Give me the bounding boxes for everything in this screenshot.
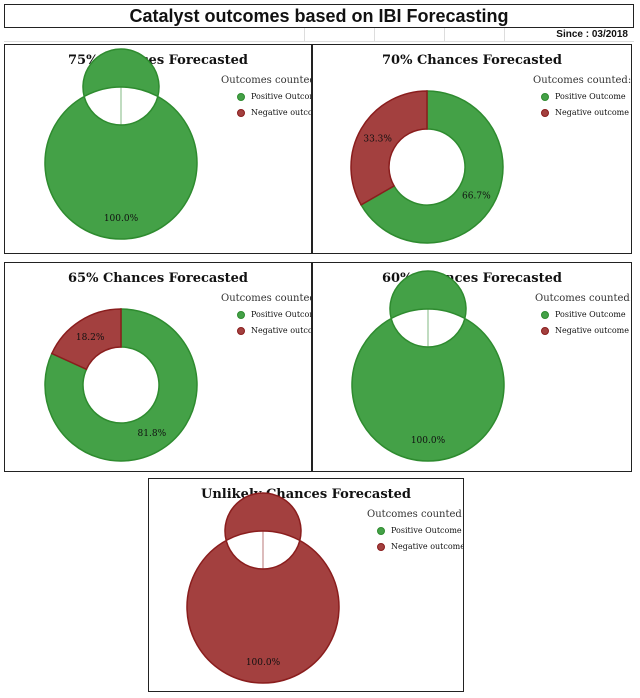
positive-dot-icon xyxy=(237,310,245,319)
slice-label-negative: 100.0% xyxy=(246,658,281,668)
outcomes-count: Outcomes counted: 22 xyxy=(221,293,311,304)
donut-slice-positive xyxy=(44,48,198,240)
chart-panel-unlikely: Unlikely Chances Forecasted Outcomes cou… xyxy=(148,478,464,692)
legend-positive-label: Positive Outcome xyxy=(555,92,626,101)
header-grid-line xyxy=(304,28,305,42)
slice-label-positive: 100.0% xyxy=(104,214,139,224)
positive-dot-icon xyxy=(541,92,549,101)
legend-negative-label: Negative outcome xyxy=(555,326,629,335)
donut-slice-positive xyxy=(360,90,504,244)
legend-negative-label: Negative outcome xyxy=(555,108,629,117)
donut-chart: 66.7% 33.3% xyxy=(350,90,504,244)
report-title: Catalyst outcomes based on IBI Forecasti… xyxy=(129,6,509,26)
legend-positive: Positive Outcome xyxy=(237,310,311,319)
legend-positive: Positive Outcome xyxy=(377,526,462,535)
donut-slice-negative xyxy=(186,492,340,684)
chart-title: 70% Chances Forecasted xyxy=(381,53,562,68)
donut-chart: 81.8% 18.2% xyxy=(44,308,198,462)
donut-slice-positive xyxy=(44,308,198,462)
legend-negative-label: Negative outcome xyxy=(251,326,312,335)
positive-dot-icon xyxy=(377,526,385,535)
donut-chart: 100.0% xyxy=(351,270,505,462)
legend-positive-label: Positive Outcome xyxy=(391,526,462,535)
since-row: Since : 03/2018 xyxy=(4,28,634,42)
slice-label-positive: 100.0% xyxy=(411,436,446,446)
donut-chart: 100.0% xyxy=(44,48,198,240)
positive-dot-icon xyxy=(237,92,245,101)
donut-slice-positive xyxy=(351,270,505,462)
legend-negative: Negative outcome xyxy=(237,326,312,335)
donut-slice-negative xyxy=(350,90,428,206)
legend-positive-label: Positive Outcome xyxy=(251,92,311,101)
legend-positive: Positive Outcome xyxy=(541,310,626,319)
chart-panel-75: 75% Chances Forecasted Outcomes counted:… xyxy=(4,44,312,254)
legend-positive-label: Positive Outcome xyxy=(251,310,311,319)
since-date: Since : 03/2018 xyxy=(556,29,628,40)
chart-title: 65% Chances Forecasted xyxy=(67,271,248,286)
slice-label-positive: 81.8% xyxy=(138,429,167,439)
negative-dot-icon xyxy=(377,542,385,551)
legend-negative: Negative outcome xyxy=(541,108,629,117)
negative-dot-icon xyxy=(237,326,245,335)
outcomes-count: Outcomes counted: 15 xyxy=(221,75,311,86)
legend-negative: Negative outcome xyxy=(237,108,312,117)
outcomes-count: Outcomes counted: 9 xyxy=(533,75,632,86)
outcomes-count: Outcomes counted: 3 xyxy=(535,293,632,304)
legend-negative-label: Negative outcome xyxy=(391,542,464,551)
legend-positive-label: Positive Outcome xyxy=(555,310,626,319)
negative-dot-icon xyxy=(541,326,549,335)
legend-negative: Negative outcome xyxy=(541,326,629,335)
slice-label-negative: 18.2% xyxy=(76,333,105,343)
header-grid-line xyxy=(374,28,375,42)
negative-dot-icon xyxy=(237,108,245,117)
chart-panel-65: 65% Chances Forecasted Outcomes counted:… xyxy=(4,262,312,472)
legend-positive: Positive Outcome xyxy=(541,92,626,101)
chart-panel-70: 70% Chances Forecasted Outcomes counted:… xyxy=(312,44,632,254)
donut-slice-negative xyxy=(50,308,122,371)
positive-dot-icon xyxy=(541,310,549,319)
header-grid-line xyxy=(444,28,445,42)
chart-panel-60: 60% Chances Forecasted Outcomes counted:… xyxy=(312,262,632,472)
legend-negative-label: Negative outcome xyxy=(251,108,312,117)
donut-chart: 100.0% xyxy=(186,492,340,684)
slice-label-negative: 33.3% xyxy=(363,134,392,144)
outcomes-count: Outcomes counted: 3 xyxy=(367,509,464,520)
legend-negative: Negative outcome xyxy=(377,542,464,551)
header-grid-line xyxy=(504,28,505,42)
negative-dot-icon xyxy=(541,108,549,117)
report-title-box: Catalyst outcomes based on IBI Forecasti… xyxy=(4,4,634,28)
slice-label-positive: 66.7% xyxy=(462,192,491,202)
legend-positive: Positive Outcome xyxy=(237,92,311,101)
